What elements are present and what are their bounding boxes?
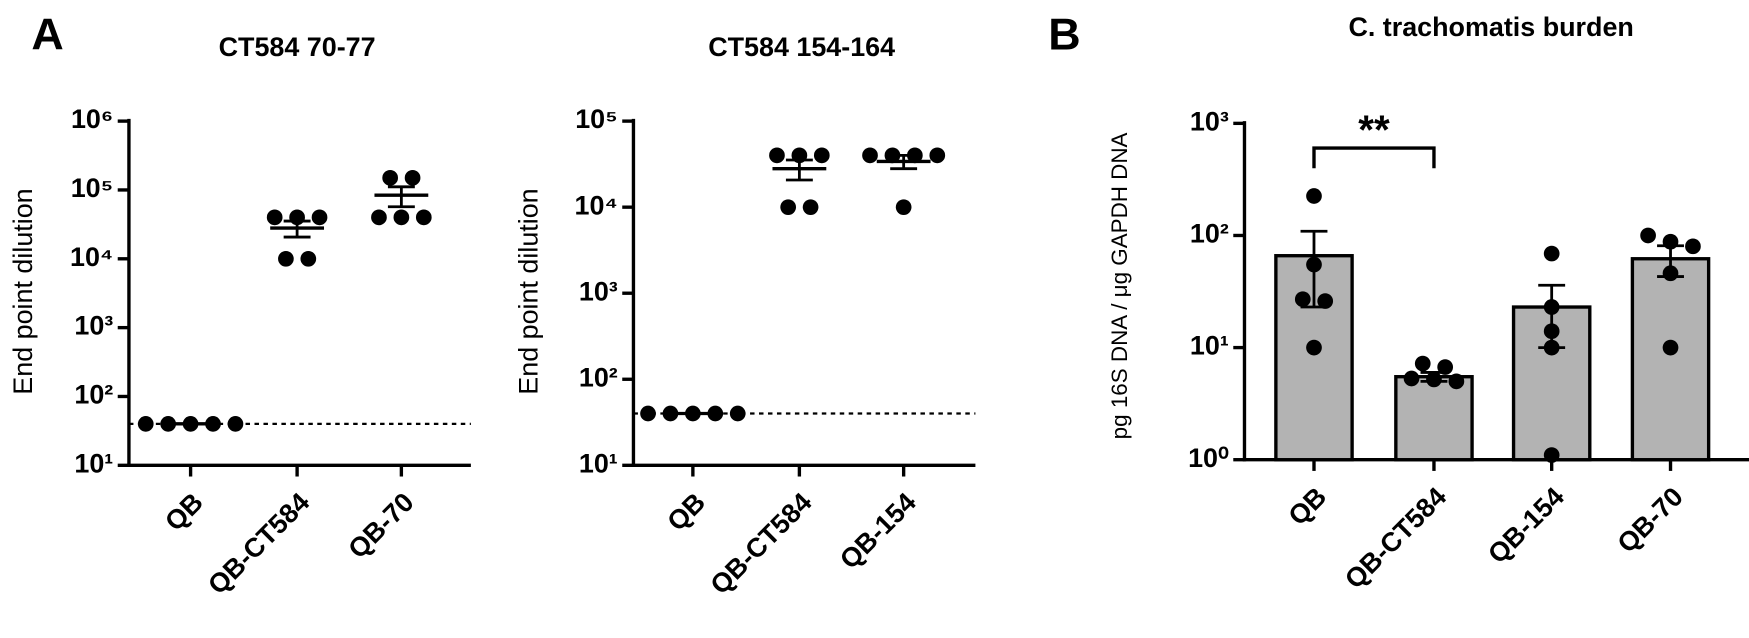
data-point xyxy=(415,209,432,226)
y-tick-label: 10⁵ xyxy=(71,173,114,203)
data-point xyxy=(1437,359,1454,375)
data-point xyxy=(1640,227,1656,244)
x-tick-label: QB-154 xyxy=(834,487,922,575)
y-axis-label: End point dilution xyxy=(513,188,543,394)
x-tick-label: QB xyxy=(1282,481,1332,531)
data-point xyxy=(1685,238,1701,255)
data-point xyxy=(1543,299,1560,315)
significance-label: ** xyxy=(1358,107,1390,153)
data-point xyxy=(780,199,797,216)
data-point xyxy=(813,147,830,164)
data-point xyxy=(1543,245,1560,262)
data-point xyxy=(393,209,410,226)
chart-title: C. trachomatis burden xyxy=(1348,12,1633,42)
data-point xyxy=(1306,188,1322,204)
data-point xyxy=(1662,233,1679,250)
data-point xyxy=(1543,447,1560,463)
x-tick-label: QB xyxy=(159,487,209,537)
y-tick-label: 10² xyxy=(579,362,618,392)
panel-label: A xyxy=(31,8,63,59)
data-point xyxy=(371,209,387,226)
y-tick-label: 10² xyxy=(74,380,113,410)
x-tick-label: QB-CT584 xyxy=(1339,481,1452,594)
data-point xyxy=(182,416,199,432)
data-point xyxy=(278,250,294,267)
data-point xyxy=(300,250,317,267)
data-point xyxy=(382,169,399,186)
data-point xyxy=(205,416,221,432)
y-tick-label: 10⁵ xyxy=(575,104,618,134)
y-tick-label: 10⁴ xyxy=(575,190,618,220)
bar xyxy=(1630,257,1711,462)
y-tick-label: 10¹ xyxy=(1190,331,1229,361)
data-point xyxy=(685,405,701,422)
data-point xyxy=(640,405,656,422)
data-point xyxy=(1414,355,1431,372)
data-point xyxy=(1448,373,1465,390)
data-point xyxy=(929,147,946,164)
y-tick-label: 10⁶ xyxy=(71,104,113,134)
y-tick-label: 10² xyxy=(1190,219,1229,249)
data-point xyxy=(266,209,283,226)
x-tick-label: QB-70 xyxy=(1612,481,1689,558)
data-point xyxy=(907,147,923,164)
data-point xyxy=(1306,339,1322,356)
chart-title: CT584 70-77 xyxy=(219,32,376,62)
x-tick-label: QB-CT584 xyxy=(704,487,817,600)
data-point xyxy=(289,209,305,226)
y-tick-label: 10¹ xyxy=(74,448,113,478)
significance-bracket xyxy=(1312,146,1436,169)
data-point xyxy=(802,199,819,216)
chart-title: CT584 154-164 xyxy=(708,32,895,62)
data-point xyxy=(1543,339,1560,356)
panel-label: B xyxy=(1048,8,1080,59)
y-tick-label: 10¹ xyxy=(579,448,618,478)
data-point xyxy=(404,169,421,186)
y-tick-label: 10³ xyxy=(74,311,113,341)
data-point xyxy=(1662,265,1679,282)
x-tick-label: QB-CT584 xyxy=(202,487,315,600)
y-tick-label: 10³ xyxy=(1190,106,1229,136)
y-tick-label: 10⁴ xyxy=(70,242,113,272)
y-axis-label: pg 16S DNA / μg GAPDH DNA xyxy=(1107,132,1132,439)
data-point xyxy=(729,405,746,422)
data-point xyxy=(1426,371,1442,388)
y-tick-label: 10⁰ xyxy=(1188,443,1229,473)
data-point xyxy=(707,405,724,422)
data-point xyxy=(1294,291,1311,308)
y-tick-label: 10³ xyxy=(579,276,618,306)
data-point xyxy=(1403,370,1420,387)
x-tick-label: QB-154 xyxy=(1482,481,1570,569)
data-point xyxy=(862,147,878,164)
data-point xyxy=(1543,323,1560,340)
data-point xyxy=(769,147,785,164)
data-point xyxy=(662,405,679,422)
x-tick-label: QB-70 xyxy=(342,487,419,564)
data-point xyxy=(311,209,328,226)
data-point xyxy=(1662,339,1679,356)
data-point xyxy=(1306,256,1322,273)
data-point xyxy=(791,147,808,164)
data-point xyxy=(895,199,912,216)
data-point xyxy=(1317,293,1334,309)
data-point xyxy=(884,147,901,164)
data-point xyxy=(227,416,244,432)
x-tick-label: QB xyxy=(661,487,711,537)
bar xyxy=(1394,375,1474,462)
data-point xyxy=(160,416,177,432)
y-axis-label: End point dilution xyxy=(8,188,38,394)
data-point xyxy=(137,416,154,432)
